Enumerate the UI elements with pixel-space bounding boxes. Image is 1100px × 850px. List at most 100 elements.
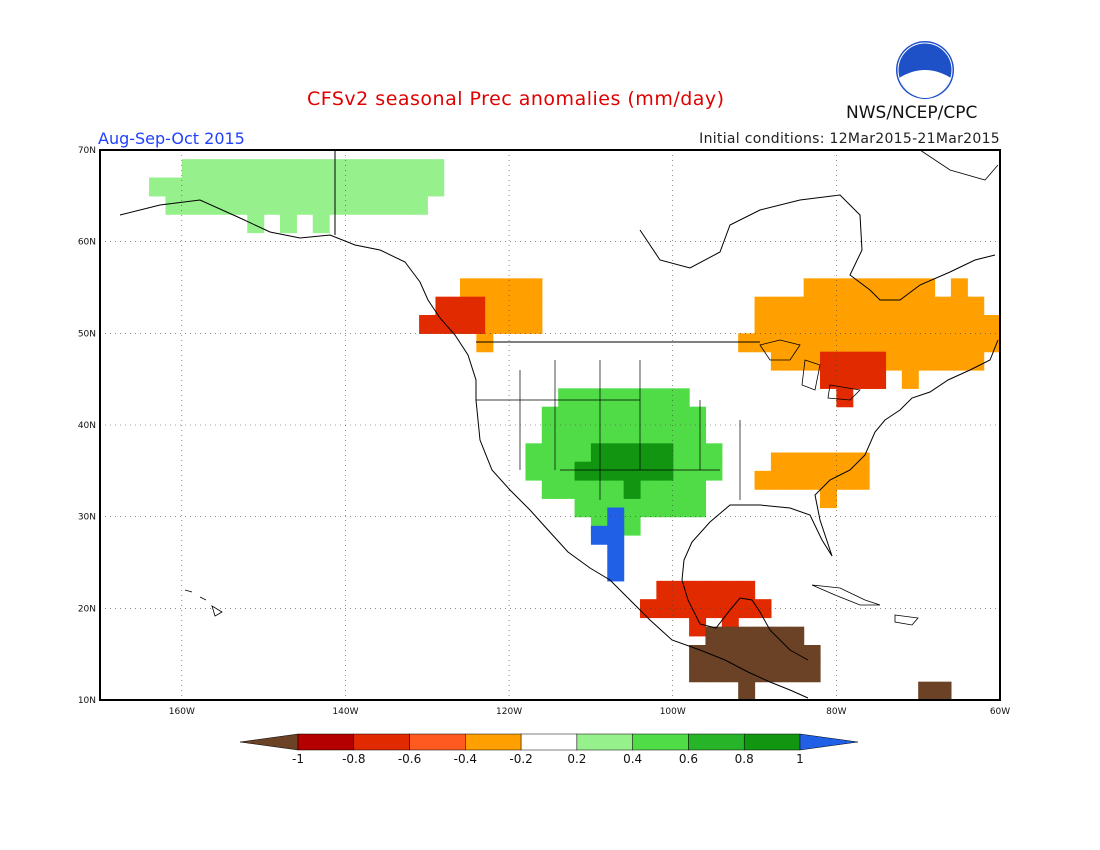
- colorbar-lower-triangle: [239, 733, 299, 751]
- colorbar-tick-label: -0.4: [454, 752, 477, 766]
- anomaly-cell: [574, 461, 592, 481]
- anomaly-cell: [869, 296, 887, 316]
- anomaly-cell: [820, 278, 837, 298]
- anomaly-cell: [770, 296, 788, 316]
- anomaly-cell: [672, 443, 690, 463]
- anomaly-cell: [149, 177, 167, 197]
- anomaly-cell: [623, 388, 641, 408]
- colorbar-tick-label: -0.2: [509, 752, 532, 766]
- anomaly-cell: [721, 626, 739, 646]
- anomaly-cell: [738, 626, 756, 646]
- colorbar-tick-label: -0.8: [342, 752, 365, 766]
- anomaly-cell: [901, 296, 919, 316]
- anomaly-cell: [672, 425, 690, 444]
- anomaly-cell: [623, 406, 641, 426]
- colorbar-box: [576, 733, 633, 751]
- anomaly-cell: [787, 315, 805, 334]
- colorbar: -1 -0.8 -0.6 -0.4 -0.2 0.2 0.4 0.6 0.8 1: [239, 733, 859, 766]
- anomaly-cell: [181, 159, 199, 179]
- anomaly-cell: [378, 159, 396, 179]
- anomaly-cell: [820, 296, 837, 316]
- lat-label: 50N: [78, 329, 96, 339]
- anomaly-cell: [901, 351, 919, 371]
- org-label: NWS/NCEP/CPC: [846, 103, 978, 123]
- anomaly-cell: [918, 278, 936, 298]
- anomaly-cell: [983, 333, 1001, 353]
- anomaly-cell: [689, 580, 707, 600]
- lat-label: 40N: [78, 421, 96, 431]
- anomaly-cell: [640, 461, 657, 481]
- anomaly-cell: [558, 461, 576, 481]
- anomaly-cell: [787, 296, 805, 316]
- initial-conditions-label: Initial conditions: 12Mar2015-21Mar2015: [699, 131, 1000, 147]
- anomaly-cell: [770, 452, 788, 472]
- anomaly-cell: [656, 580, 674, 600]
- anomaly-cell: [885, 333, 903, 353]
- anomaly-cell: [427, 177, 445, 197]
- anomaly-cell: [623, 443, 641, 463]
- anomaly-cell: [672, 388, 690, 408]
- anomaly-cell: [754, 626, 772, 646]
- anomaly-cell: [852, 278, 870, 298]
- anomaly-bc-coast-very-dry: [419, 296, 486, 334]
- anomaly-cell: [640, 498, 657, 518]
- anomaly-cell: [590, 480, 608, 499]
- map-title: CFSv2 seasonal Prec anomalies (mm/day): [307, 88, 725, 110]
- anomaly-east-canada-dry: [738, 278, 1001, 389]
- anomaly-cell: [623, 425, 641, 444]
- anomaly-cell: [738, 681, 756, 701]
- anomaly-cell: [263, 177, 281, 197]
- anomaly-cell: [329, 195, 347, 215]
- colorbar-tick-label: 0.4: [623, 752, 642, 766]
- anomaly-cell: [394, 159, 412, 179]
- anomaly-cell: [574, 443, 592, 463]
- anomaly-cell: [787, 351, 805, 371]
- anomaly-cell: [689, 645, 707, 664]
- anomaly-cell: [803, 315, 821, 334]
- anomaly-cell: [476, 278, 494, 298]
- anomaly-cell: [754, 333, 772, 353]
- anomaly-cell: [656, 599, 674, 619]
- anomaly-cell: [934, 681, 952, 701]
- anomaly-cell: [836, 351, 854, 371]
- anomaly-cell: [230, 177, 248, 197]
- anomaly-cell: [329, 159, 347, 179]
- anomaly-cell: [770, 351, 788, 371]
- anomaly-cell: [950, 278, 968, 298]
- anomaly-cell: [247, 195, 265, 215]
- anomaly-cell: [345, 195, 363, 215]
- anomaly-cell: [950, 351, 968, 371]
- anomaly-cell: [607, 425, 625, 444]
- anomaly-cell: [983, 315, 1001, 334]
- anomaly-cell: [967, 351, 985, 371]
- anomaly-layer: [149, 159, 1001, 701]
- anomaly-cell: [492, 296, 510, 316]
- anomaly-cell: [607, 443, 625, 463]
- anomaly-cell: [672, 498, 690, 518]
- colorbar-upper-triangle: [799, 733, 859, 751]
- anomaly-cell: [803, 333, 821, 353]
- anomaly-cell: [869, 351, 887, 371]
- anomaly-cell: [885, 296, 903, 316]
- anomaly-cell: [754, 470, 772, 490]
- anomaly-cell: [541, 443, 559, 463]
- anomaly-cell: [312, 195, 330, 215]
- anomaly-four-corners-very-wet: [574, 443, 674, 499]
- anomaly-cell: [738, 333, 756, 353]
- anomaly-cell: [247, 159, 265, 179]
- colorbar-box: [409, 733, 466, 751]
- anomaly-alaska-wet: [149, 159, 445, 234]
- colorbar-tick-label: 1: [796, 752, 804, 766]
- anomaly-cell: [607, 525, 625, 545]
- anomaly-cell: [574, 388, 592, 408]
- anomaly-cell: [656, 498, 674, 518]
- lat-label: 30N: [78, 513, 96, 523]
- colorbar-box: [297, 733, 355, 751]
- anomaly-cell: [361, 195, 379, 215]
- colorbar-tick-label: 0.8: [735, 752, 754, 766]
- anomaly-cell: [656, 461, 674, 481]
- anomaly-cell: [460, 278, 477, 298]
- anomaly-cell: [918, 351, 936, 371]
- lat-label: 20N: [78, 604, 96, 614]
- anomaly-cell: [770, 333, 788, 353]
